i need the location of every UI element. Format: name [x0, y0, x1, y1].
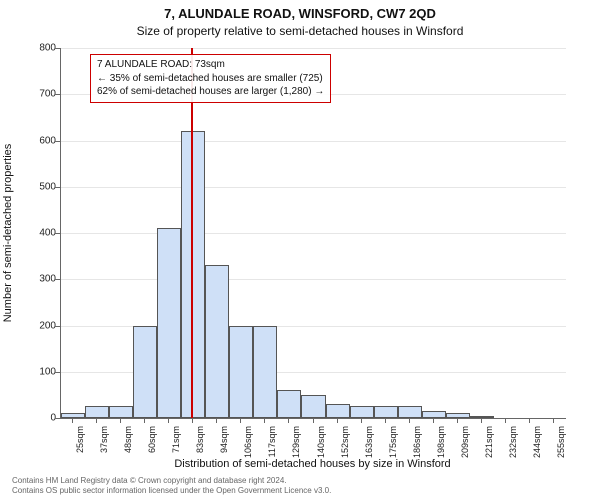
chart-title-main: 7, ALUNDALE ROAD, WINSFORD, CW7 2QD: [0, 6, 600, 21]
x-tick-label: 186sqm: [412, 426, 422, 458]
chart-title-sub: Size of property relative to semi-detach…: [0, 24, 600, 38]
y-tick-label: 300: [22, 274, 56, 285]
footer-attribution: Contains HM Land Registry data © Crown c…: [12, 476, 588, 496]
property-marker-line: [191, 48, 193, 418]
histogram-bar: [181, 131, 205, 418]
y-tick-label: 500: [22, 181, 56, 192]
y-axis-label-wrap: Number of semi-detached properties: [2, 48, 16, 418]
histogram-bar: [85, 406, 109, 418]
x-tick-label: 198sqm: [436, 426, 446, 458]
y-tick-label: 100: [22, 366, 56, 377]
x-tick-label: 152sqm: [340, 426, 350, 458]
x-tick-label: 209sqm: [460, 426, 470, 458]
legend-line: ← 35% of semi-detached houses are smalle…: [97, 72, 324, 86]
x-tick-label: 48sqm: [123, 426, 133, 453]
grid-line: [61, 141, 566, 142]
histogram-bar: [326, 404, 350, 418]
footer-line-2: Contains OS public sector information li…: [12, 486, 588, 496]
histogram-bar: [374, 406, 398, 418]
x-tick-label: 140sqm: [316, 426, 326, 458]
x-axis-label: Distribution of semi-detached houses by …: [60, 458, 565, 470]
y-axis-label: Number of semi-detached properties: [2, 48, 14, 418]
x-tick-label: 94sqm: [219, 426, 229, 453]
x-tick-label: 163sqm: [364, 426, 374, 458]
x-tick-label: 221sqm: [484, 426, 494, 458]
y-tick-label: 200: [22, 320, 56, 331]
x-tick-label: 60sqm: [147, 426, 157, 453]
x-tick-label: 244sqm: [532, 426, 542, 458]
x-tick-label: 37sqm: [99, 426, 109, 453]
chart-container: 7, ALUNDALE ROAD, WINSFORD, CW7 2QD Size…: [0, 0, 600, 500]
x-tick-label: 232sqm: [508, 426, 518, 458]
x-tick-label: 129sqm: [291, 426, 301, 458]
x-tick-label: 71sqm: [171, 426, 181, 453]
histogram-bar: [422, 411, 446, 418]
histogram-bar: [253, 326, 277, 419]
histogram-bar: [398, 406, 422, 418]
x-tick-label: 255sqm: [556, 426, 566, 458]
histogram-bar: [350, 406, 374, 418]
y-tick-label: 700: [22, 89, 56, 100]
histogram-bar: [301, 395, 325, 418]
histogram-bar: [157, 228, 181, 418]
histogram-bar: [229, 326, 253, 419]
grid-line: [61, 48, 566, 49]
y-tick-label: 800: [22, 43, 56, 54]
grid-line: [61, 233, 566, 234]
plot-area: [60, 48, 566, 419]
grid-line: [61, 187, 566, 188]
histogram-bar: [109, 406, 133, 418]
histogram-bar: [133, 326, 157, 419]
y-tick-label: 0: [22, 413, 56, 424]
x-tick-label: 83sqm: [195, 426, 205, 453]
x-tick-label: 175sqm: [388, 426, 398, 458]
y-tick-label: 400: [22, 228, 56, 239]
legend-line: 62% of semi-detached houses are larger (…: [97, 85, 324, 99]
y-tick-label: 600: [22, 135, 56, 146]
histogram-bar: [61, 413, 85, 418]
legend-line: 7 ALUNDALE ROAD: 73sqm: [97, 58, 324, 72]
x-tick-label: 25sqm: [75, 426, 85, 453]
footer-line-1: Contains HM Land Registry data © Crown c…: [12, 476, 588, 486]
grid-line: [61, 279, 566, 280]
histogram-bar: [205, 265, 229, 418]
x-tick-label: 106sqm: [243, 426, 253, 458]
legend-box: 7 ALUNDALE ROAD: 73sqm← 35% of semi-deta…: [90, 54, 331, 103]
histogram-bar: [277, 390, 301, 418]
x-tick-label: 117sqm: [267, 426, 277, 457]
